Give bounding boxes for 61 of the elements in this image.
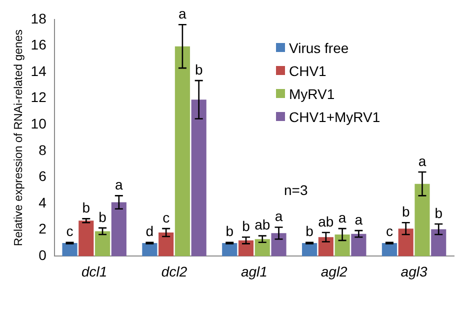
data-label: c <box>386 223 393 240</box>
x-tick-label: agl2 <box>320 263 348 280</box>
data-label: b <box>242 218 250 234</box>
bar <box>431 229 446 256</box>
data-label: b <box>306 223 314 240</box>
bar <box>111 202 126 256</box>
x-tick-label: agl1 <box>240 263 268 280</box>
y-tick-label: 4 <box>38 194 47 210</box>
bar <box>318 237 334 256</box>
data-label: ab <box>254 216 270 233</box>
bar <box>222 243 238 256</box>
y-tick-label: 18 <box>30 10 47 26</box>
bar <box>238 240 254 256</box>
annotation: n=3 <box>284 182 308 198</box>
y-tick-label: 10 <box>30 116 47 132</box>
data-label: b <box>434 204 443 221</box>
data-label: b <box>194 61 203 78</box>
bar <box>382 243 397 256</box>
bar <box>191 100 206 256</box>
y-axis-title: Relative expression of RNAi-related genes <box>13 29 26 246</box>
x-tick-label: agl3 <box>400 263 428 280</box>
y-tick-label: 2 <box>38 220 47 237</box>
data-label: b <box>226 223 234 240</box>
legend-label: CHV1 <box>289 62 326 78</box>
bar <box>254 239 270 256</box>
data-label: c <box>66 223 74 240</box>
bar <box>271 233 286 256</box>
data-label: a <box>354 211 363 228</box>
bar <box>398 228 414 256</box>
bar <box>174 46 190 256</box>
bar <box>94 231 110 256</box>
y-tick-label: 16 <box>30 36 47 53</box>
bar <box>302 243 318 256</box>
y-tick-label: 0 <box>38 247 47 264</box>
data-label: b <box>82 200 90 216</box>
data-label: a <box>115 176 124 193</box>
legend-label: Virus free <box>289 40 349 56</box>
x-tick-label: dcl1 <box>81 263 108 280</box>
bar <box>158 232 174 256</box>
data-label: a <box>418 152 426 169</box>
legend-label: MyRV1 <box>289 86 335 102</box>
data-label: d <box>146 223 154 240</box>
bar <box>78 220 94 256</box>
data-label: ab <box>318 213 334 230</box>
y-tick-label: 14 <box>30 62 47 79</box>
bar <box>334 234 350 256</box>
data-label: b <box>98 208 107 225</box>
data-label: a <box>274 208 283 224</box>
x-tick-label: dcl2 <box>161 263 188 280</box>
bar <box>62 243 78 256</box>
y-tick-label: 8 <box>38 142 47 158</box>
y-tick-label: 12 <box>30 89 47 106</box>
bar <box>351 234 366 256</box>
data-label: a <box>338 209 346 226</box>
legend-label: CHV1+MyRV1 <box>289 108 380 124</box>
y-tick-label: 6 <box>38 168 47 184</box>
bar <box>414 184 430 256</box>
data-label: c <box>162 209 170 226</box>
data-label: a <box>178 6 187 22</box>
bar <box>142 243 158 256</box>
data-label: b <box>402 204 410 220</box>
